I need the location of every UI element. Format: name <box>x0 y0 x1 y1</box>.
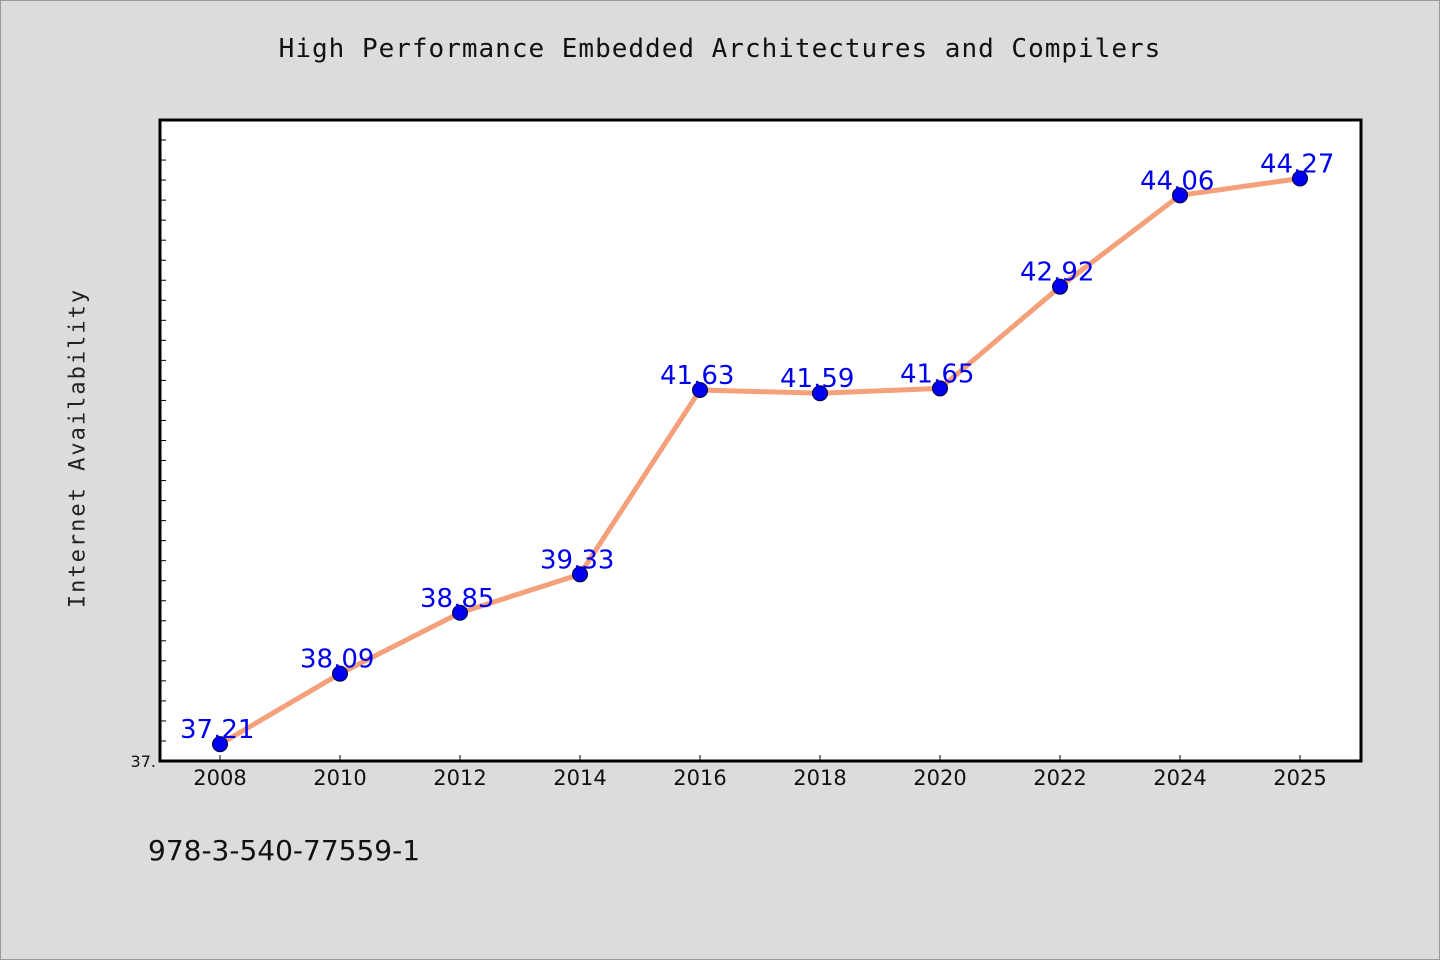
y-tick-label-min: 37. <box>131 752 156 771</box>
data-point <box>1052 278 1068 295</box>
data-label: 44.27 <box>1260 149 1334 179</box>
data-labels-group: 37.21 38.09 38.85 39.33 41.63 41.59 41.65 42.92… <box>180 149 1334 745</box>
x-tick-label: 2012 <box>433 766 486 790</box>
data-label: 38.85 <box>420 584 494 614</box>
data-point <box>692 382 708 399</box>
x-tick-label: 2014 <box>553 766 606 790</box>
data-label: 41.59 <box>780 364 854 394</box>
data-label: 44.06 <box>1140 166 1214 196</box>
series-group <box>217 175 1303 747</box>
data-point <box>332 665 348 682</box>
data-point <box>572 566 588 583</box>
data-label: 39.33 <box>540 545 614 575</box>
data-label: 42.92 <box>1020 258 1094 288</box>
data-label: 41.65 <box>900 359 974 389</box>
data-label: 38.09 <box>300 645 374 675</box>
series-line <box>217 175 1303 747</box>
data-point <box>932 380 948 397</box>
y-axis-ticks <box>160 119 166 762</box>
x-tick-label: 2020 <box>913 766 966 790</box>
data-label: 37.21 <box>180 715 254 745</box>
footer-isbn: 978-3-540-77559-1 <box>148 834 421 867</box>
x-axis-ticks: 2008 2010 2012 2014 2016 2018 2020 2022 2024 2025 <box>193 755 1327 790</box>
data-point <box>452 604 468 621</box>
x-tick-label: 2024 <box>1153 766 1206 790</box>
x-tick-label: 2008 <box>193 766 246 790</box>
x-tick-label: 2022 <box>1033 766 1086 790</box>
x-tick-label: 2016 <box>673 766 726 790</box>
chart-title: High Performance Embedded Architectures … <box>278 34 1162 64</box>
x-tick-label: 2025 <box>1273 766 1326 790</box>
data-point <box>1292 170 1308 187</box>
data-point <box>212 736 228 753</box>
data-point <box>812 385 828 402</box>
markers-group <box>212 170 1308 753</box>
x-tick-label: 2010 <box>313 766 366 790</box>
data-point <box>1172 187 1188 204</box>
x-tick-label: 2018 <box>793 766 846 790</box>
data-label: 41.63 <box>660 361 734 391</box>
plot-area <box>158 118 1363 763</box>
